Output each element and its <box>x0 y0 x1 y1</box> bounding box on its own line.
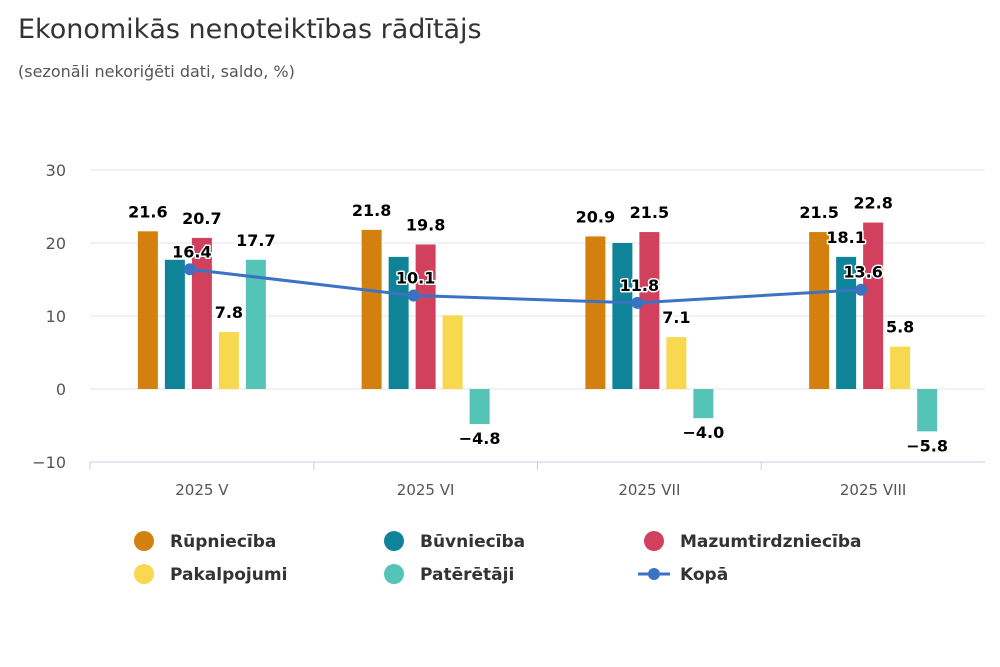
line-kopa <box>189 267 862 305</box>
bar-pakalpojumi[interactable] <box>666 337 687 389</box>
bar-pakalpojumi[interactable] <box>442 315 463 389</box>
legend-marker <box>134 531 154 551</box>
bar-rupnieciba[interactable] <box>361 229 382 389</box>
y-tick-label: 20 <box>46 234 66 253</box>
data-label-rupnieciba: 21.8 <box>352 201 391 220</box>
y-tick-label: 30 <box>46 161 66 180</box>
chart-subtitle: (sezonāli nekoriģēti dati, saldo, %) <box>18 62 295 81</box>
legend-item-mazumtirdznieciba[interactable]: Mazumtirdzniecība <box>644 531 862 552</box>
data-label-rupnieciba: 20.9 <box>576 207 615 226</box>
legend-item-pateretaji[interactable]: Patērētāji <box>384 564 514 585</box>
bar-rupnieciba[interactable] <box>809 232 830 389</box>
legend-label: Patērētāji <box>420 565 514 585</box>
point-kopa[interactable] <box>855 283 868 296</box>
bar-pateretaji[interactable] <box>469 389 490 425</box>
legend-item-kopa[interactable]: Kopā <box>638 565 728 585</box>
legend-marker <box>134 564 154 584</box>
bar-rupnieciba[interactable] <box>137 231 158 389</box>
data-label-pakalpojumi: 7.8 <box>215 303 243 322</box>
data-label-kopa: 16.4 <box>172 242 211 261</box>
data-label-mazumtirdznieciba: 22.8 <box>853 194 892 213</box>
legend-item-pakalpojumi[interactable]: Pakalpojumi <box>134 564 287 585</box>
y-tick-label: 0 <box>56 380 66 399</box>
legend-marker <box>384 531 404 551</box>
bar-buvnieciba[interactable] <box>612 243 633 389</box>
legend-item-rupnieciba[interactable]: Rūpniecība <box>134 531 276 552</box>
point-kopa[interactable] <box>631 296 644 309</box>
legend-marker <box>384 564 404 584</box>
bar-mazumtirdznieciba[interactable] <box>191 237 212 389</box>
legend-label: Mazumtirdzniecība <box>680 532 862 552</box>
y-tick-label: 10 <box>46 307 66 326</box>
legend-item-buvnieciba[interactable]: Būvniecība <box>384 531 525 552</box>
line-series <box>183 263 868 309</box>
bar-mazumtirdznieciba[interactable] <box>415 244 436 389</box>
data-labels: 21.6 21.8 20.9 21.5 18.1 20.7 19.8 21.5 22.8 7.8 7… <box>127 192 950 457</box>
bar-rupnieciba[interactable] <box>585 236 606 389</box>
bars <box>137 222 938 432</box>
data-label-kopa: 11.8 <box>620 276 659 295</box>
data-label-pateretaji: −5.8 <box>906 436 948 455</box>
bar-pakalpojumi[interactable] <box>218 332 239 389</box>
legend-label: Būvniecība <box>420 532 525 552</box>
data-label-buvnieciba: 18.1 <box>826 228 865 247</box>
bar-pateretaji[interactable] <box>693 389 714 419</box>
legend-marker <box>648 568 660 580</box>
data-label-mazumtirdznieciba: 21.5 <box>630 203 669 222</box>
data-label-kopa: 10.1 <box>396 269 435 288</box>
data-label-pakalpojumi: 7.1 <box>662 308 690 327</box>
x-tick-label: 2025 V <box>175 481 229 499</box>
data-label-kopa: 13.6 <box>843 263 882 282</box>
point-kopa[interactable] <box>407 289 420 302</box>
bar-buvnieciba[interactable] <box>164 259 185 389</box>
data-label-pateretaji: −4.0 <box>683 423 725 442</box>
bar-buvnieciba[interactable] <box>388 256 409 389</box>
gridlines: −10 0 10 20 30 2025 V 2025 VI 2025 VII 2025 VIII <box>32 161 985 499</box>
legend[interactable]: Rūpniecība Būvniecība Mazumtirdzniecība Pak… <box>134 531 862 585</box>
bar-pateretaji[interactable] <box>917 389 938 432</box>
x-tick-label: 2025 VI <box>397 481 455 499</box>
data-label-pakalpojumi: 5.8 <box>886 318 914 337</box>
data-label-pateretaji: −4.8 <box>459 429 501 448</box>
data-label-mazumtirdznieciba: 20.7 <box>182 209 221 228</box>
y-tick-label: −10 <box>32 453 66 472</box>
point-kopa[interactable] <box>183 263 196 276</box>
legend-label: Rūpniecība <box>170 532 276 552</box>
x-tick-label: 2025 VIII <box>840 481 906 499</box>
legend-label: Pakalpojumi <box>170 565 287 585</box>
bar-mazumtirdznieciba[interactable] <box>863 222 884 389</box>
data-label-pateretaji: 17.7 <box>236 231 275 250</box>
bar-pateretaji[interactable] <box>245 259 266 389</box>
chart-title: Ekonomikās nenoteiktības rādītājs <box>18 14 482 45</box>
data-label-rupnieciba: 21.6 <box>128 202 167 221</box>
data-label-mazumtirdznieciba: 19.8 <box>406 215 445 234</box>
bar-mazumtirdznieciba[interactable] <box>639 232 660 389</box>
bar-pakalpojumi[interactable] <box>890 346 911 389</box>
legend-label: Kopā <box>680 565 728 585</box>
legend-marker <box>644 531 664 551</box>
x-tick-label: 2025 VII <box>618 481 680 499</box>
data-label-rupnieciba: 21.5 <box>799 203 838 222</box>
